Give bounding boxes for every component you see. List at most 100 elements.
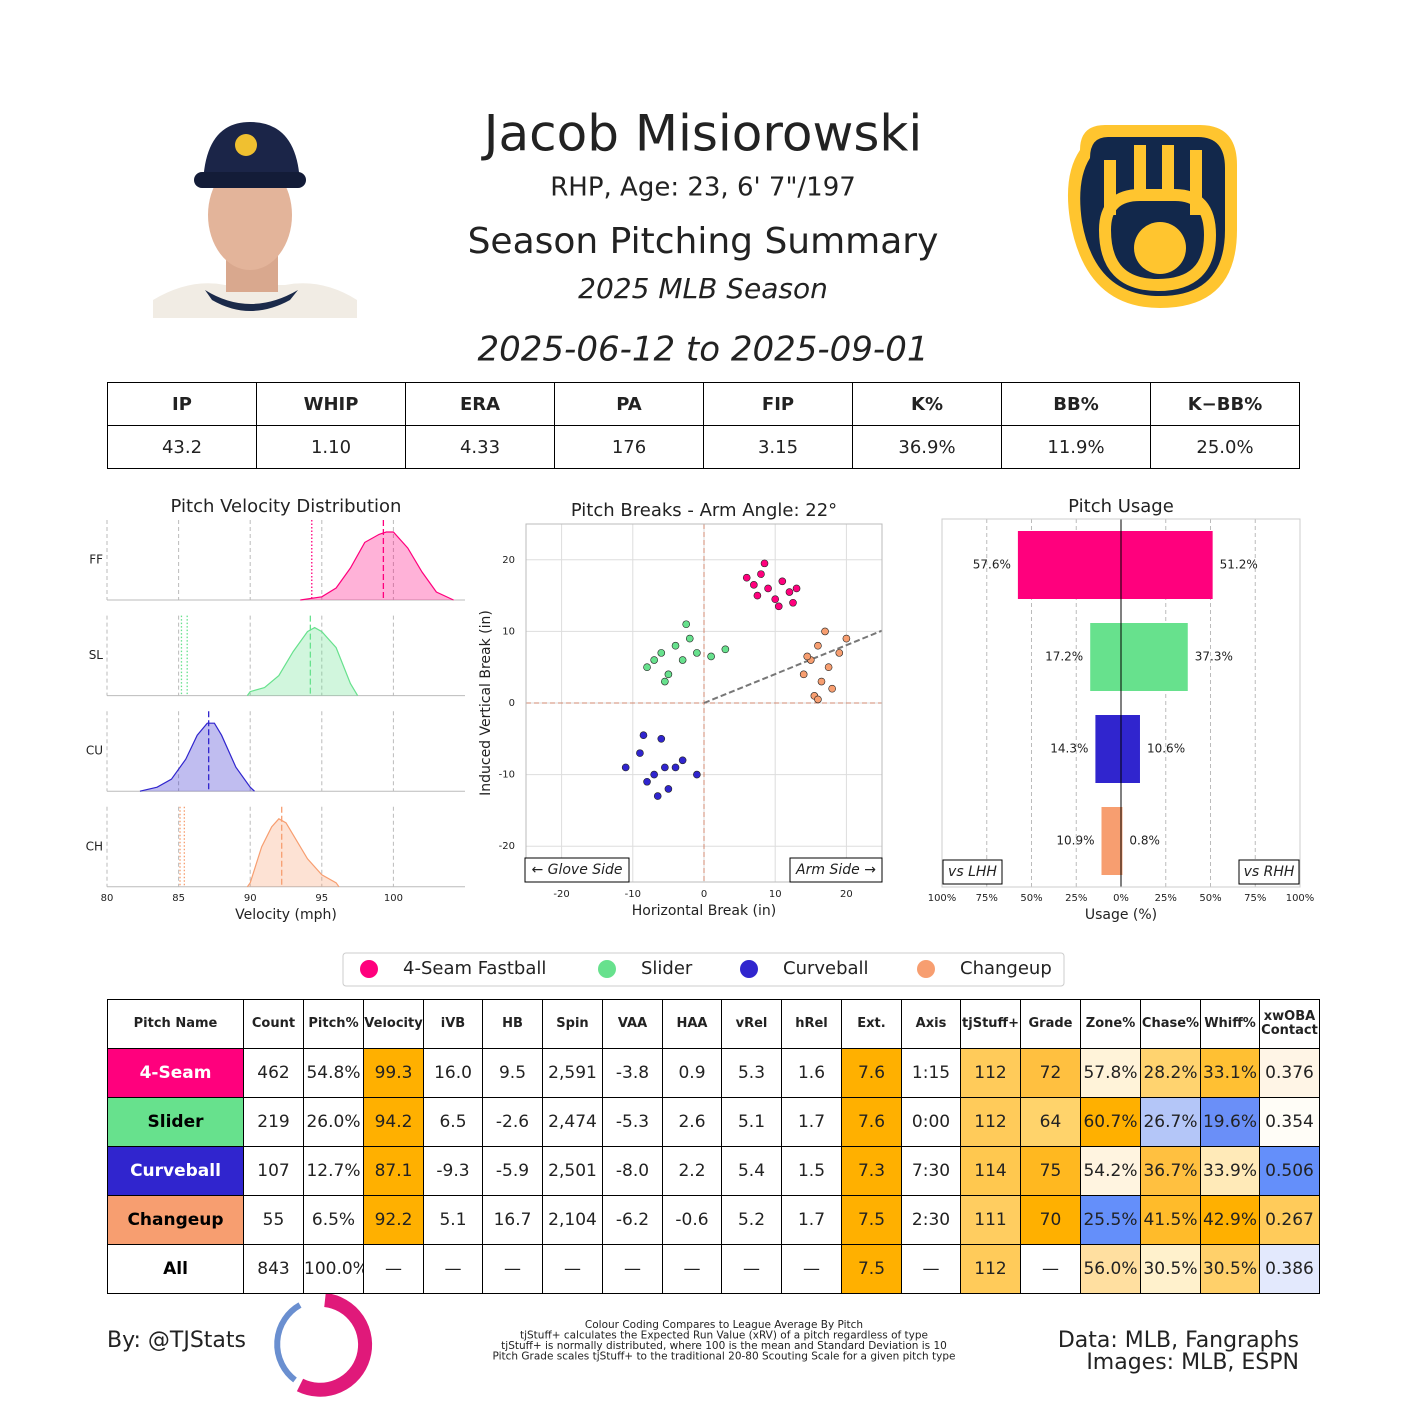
team-logo [1067, 125, 1237, 308]
usage-bar [1121, 531, 1213, 599]
annotation: ← Glove Side [531, 862, 622, 878]
side-label: vs LHH [948, 864, 997, 880]
usage-bar [1101, 807, 1121, 875]
pitch-point [778, 577, 787, 586]
table-cell: 7:30 [901, 1146, 961, 1196]
table-cell: -3.8 [602, 1048, 663, 1098]
pitch-point [621, 763, 630, 772]
image-source: Images: MLB, ESPN [1086, 1350, 1299, 1375]
stat-value: 43.2 [107, 425, 257, 469]
table-cell: -9.3 [423, 1146, 483, 1196]
table-cell: 5.2 [721, 1195, 782, 1245]
x-axis-label: Usage (%) [1085, 907, 1157, 923]
table-cell: 111 [960, 1195, 1021, 1245]
value-label: 51.2% [1220, 558, 1258, 572]
column-header: Velocity [363, 999, 424, 1049]
pitch-point [750, 581, 758, 589]
table-cell: 7.6 [841, 1097, 902, 1147]
x-tick-label: 50% [1020, 893, 1042, 904]
table-cell: -6.2 [602, 1195, 663, 1245]
stat-value: 176 [554, 425, 704, 469]
pitch-point [678, 756, 687, 765]
stat-value: 3.15 [703, 425, 853, 469]
footnote: tjStuff+ calculates the Expected Run Val… [520, 1330, 928, 1342]
panel-label: CU [86, 744, 103, 758]
table-cell: 112 [960, 1244, 1021, 1294]
usage-bar [1121, 623, 1188, 691]
chart-title: Pitch Breaks - Arm Angle: 22° [571, 500, 837, 521]
player-bio: RHP, Age: 23, 6' 7"/197 [550, 173, 856, 203]
pitch-point [742, 573, 751, 582]
table-cell: 16.7 [482, 1195, 543, 1245]
table-cell: 107 [243, 1146, 304, 1196]
table-cell: 7.3 [841, 1146, 902, 1196]
table-cell: 99.3 [363, 1048, 424, 1098]
table-cell: 2,501 [542, 1146, 603, 1196]
stat-header: FIP [703, 382, 853, 426]
table-cell: 1.7 [781, 1195, 842, 1245]
table-cell: 55 [243, 1195, 304, 1245]
pitch-point [799, 670, 808, 679]
table-cell: 9.5 [482, 1048, 543, 1098]
x-tick-label: 10 [769, 889, 782, 900]
side-box [942, 859, 1003, 885]
table-cell: 6.5% [303, 1195, 364, 1245]
legend-label: Slider [641, 958, 693, 979]
legend-marker [360, 960, 378, 978]
stat-header: PA [554, 382, 704, 426]
arm-angle-line [703, 629, 883, 704]
pitch-point [814, 695, 822, 704]
pitch-point [650, 770, 658, 779]
density-area [247, 818, 339, 887]
pitch-name: Curveball [107, 1146, 244, 1196]
table-cell: 7.5 [841, 1195, 902, 1245]
column-header: VAA [602, 999, 663, 1049]
usage-bar [1121, 715, 1140, 783]
legend-label: Curveball [783, 958, 869, 979]
legend-marker [598, 960, 616, 978]
pitch-point [643, 777, 651, 786]
x-tick-label: -10 [625, 889, 641, 900]
table-cell: — [1020, 1244, 1081, 1294]
stat-value: 25.0% [1150, 425, 1300, 469]
pitch-name: Slider [107, 1097, 244, 1147]
pitch-point [792, 584, 801, 593]
usage-bar [1095, 715, 1121, 783]
x-tick-label: 95 [315, 893, 328, 904]
stat-value: 11.9% [1001, 425, 1151, 469]
table-cell: 33.1% [1200, 1048, 1260, 1098]
pitch-point [693, 770, 701, 779]
pitch-point [685, 634, 694, 643]
column-header: Pitch% [303, 999, 364, 1049]
column-header: Ext. [841, 999, 902, 1049]
x-tick-label: 0 [701, 889, 707, 900]
chart-title: Pitch Usage [1068, 496, 1174, 517]
pitch-point [785, 588, 794, 596]
panel-label: FF [89, 553, 103, 567]
table-row: Changeup 55 6.5% 92.2 5.1 16.7 2,104 -6.2 -0.6 5.… [107, 1195, 1320, 1245]
panel-label: SL [89, 648, 104, 662]
pitch-point [760, 559, 769, 568]
player-photo [153, 120, 357, 318]
value-label: 17.2% [1045, 650, 1083, 664]
table-row: Slider 219 26.0% 94.2 6.5 -2.6 2,474 -5.3 2.6 5.1… [107, 1097, 1320, 1147]
value-label: 57.6% [973, 558, 1011, 572]
table-cell: 5.3 [721, 1048, 782, 1098]
value-label: 37.3% [1195, 650, 1233, 664]
table-cell: 2.2 [662, 1146, 722, 1196]
usage-bar [1121, 807, 1123, 875]
density-area [247, 627, 358, 696]
column-header: tjStuff+ [960, 999, 1021, 1049]
column-header: xwOBA Contact [1259, 999, 1320, 1049]
table-cell: — [423, 1244, 483, 1294]
table-cell: 54.8% [303, 1048, 364, 1098]
pitch-point [835, 649, 844, 657]
table-cell: 112 [960, 1097, 1021, 1147]
y-tick-label: 10 [502, 626, 515, 637]
column-header: Axis [901, 999, 961, 1049]
table-cell: — [662, 1244, 722, 1294]
pitch-point [803, 652, 812, 661]
stat-header: WHIP [256, 382, 406, 426]
pitch-point [693, 649, 701, 657]
density-area [300, 532, 454, 600]
